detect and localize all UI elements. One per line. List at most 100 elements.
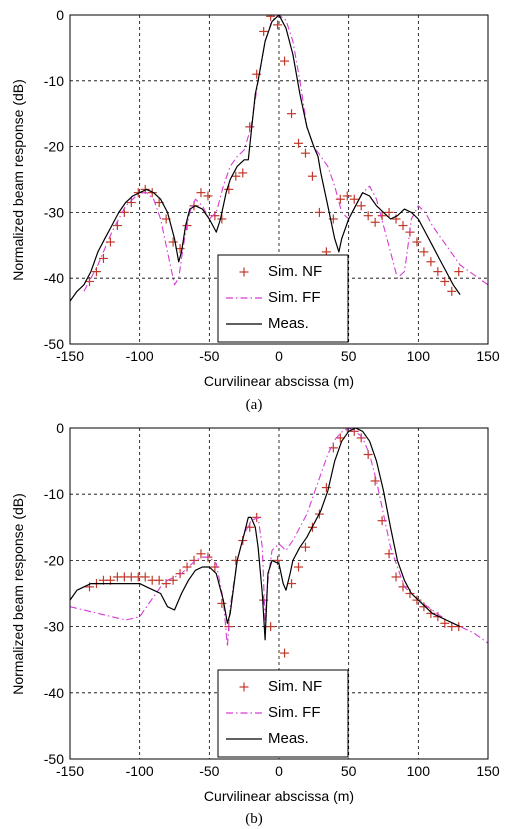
data-point-sim-nf xyxy=(426,608,436,618)
x-tick-label: 150 xyxy=(476,763,500,779)
tick-labels: -150 -100 -50 0 50 100 150-50-40-30-20-100 xyxy=(44,420,500,779)
data-point-sim-nf xyxy=(287,109,297,119)
data-point-sim-nf xyxy=(154,575,164,585)
data-point-sim-nf xyxy=(217,598,227,608)
caption-b: (b) xyxy=(245,811,263,827)
data-point-sim-nf xyxy=(384,549,394,559)
x-tick-label: -100 xyxy=(126,348,154,364)
y-tick-label: -30 xyxy=(44,619,64,635)
legend-marker-sim-nf xyxy=(239,267,249,277)
x-tick-label: -50 xyxy=(199,348,219,364)
data-point-sim-nf xyxy=(182,562,192,572)
data-point-sim-nf xyxy=(91,267,101,277)
series-line-sim-ff xyxy=(83,15,488,292)
legend-label-sim-nf: Sim. NF xyxy=(268,678,322,695)
data-point-sim-nf xyxy=(370,217,380,227)
panel-a: -150 -100 -50 0 50 100 150-50-40-30-20-100 Cur… xyxy=(10,7,500,413)
data-point-sim-nf xyxy=(273,20,283,30)
legend-box xyxy=(217,669,349,758)
x-tick-label: 50 xyxy=(341,763,357,779)
y-tick-label: 0 xyxy=(56,7,64,23)
data-point-sim-nf xyxy=(252,512,262,522)
data-point-sim-nf xyxy=(440,618,450,628)
y-tick-label: -10 xyxy=(44,486,64,502)
data-point-sim-nf xyxy=(280,648,290,658)
data-point-sim-nf xyxy=(426,257,436,267)
legend: Sim. NF Sim. FF Meas. xyxy=(217,669,349,758)
data-point-sim-nf xyxy=(189,201,199,211)
data-point-sim-nf xyxy=(210,562,220,572)
data-point-sim-nf xyxy=(398,221,408,231)
legend-marker-sim-nf xyxy=(239,682,249,692)
x-tick-label: -150 xyxy=(56,763,84,779)
legend-plus-marker xyxy=(239,682,249,692)
x-tick-label: -50 xyxy=(199,763,219,779)
legend-label-sim-ff: Sim. FF xyxy=(268,289,321,306)
data-point-sim-nf xyxy=(168,237,178,247)
data-point-sim-nf xyxy=(245,122,255,132)
x-tick-label: 100 xyxy=(407,348,431,364)
data-point-sim-nf xyxy=(349,194,359,204)
data-point-sim-nf xyxy=(238,168,248,178)
grid xyxy=(70,15,488,344)
grid xyxy=(70,428,488,759)
axes-frame xyxy=(69,14,489,345)
data-point-sim-nf xyxy=(196,549,206,559)
data-point-sim-nf xyxy=(398,582,408,592)
y-axis-label: Normalized beam response (dB) xyxy=(10,79,26,281)
data-point-sim-nf xyxy=(231,171,241,181)
data-point-sim-nf xyxy=(335,194,345,204)
data-point-sim-nf xyxy=(300,148,310,158)
data-point-sim-nf xyxy=(280,56,290,66)
data-point-sim-nf xyxy=(419,247,429,257)
series-line-meas xyxy=(70,15,461,302)
data-point-sim-nf xyxy=(196,188,206,198)
data-point-sim-nf xyxy=(342,191,352,201)
y-tick-label: -50 xyxy=(44,336,64,352)
data-point-sim-nf xyxy=(363,211,373,221)
data-point-sim-nf xyxy=(231,555,241,565)
legend-label-sim-ff: Sim. FF xyxy=(268,704,321,721)
data-point-sim-nf xyxy=(161,579,171,589)
data-point-sim-nf xyxy=(259,26,269,36)
y-axis-label: Normalized beam response (dB) xyxy=(10,493,26,695)
x-tick-label: 100 xyxy=(407,763,431,779)
data-point-sim-nf xyxy=(300,542,310,552)
legend: Sim. NF Sim. FF Meas. xyxy=(217,254,349,343)
series-sim-nf xyxy=(85,15,464,296)
data-point-sim-nf xyxy=(356,433,366,443)
data-point-sim-nf xyxy=(266,622,276,632)
data-point-sim-nf xyxy=(98,253,108,263)
legend-label-meas: Meas. xyxy=(268,730,309,747)
x-tick-label: -100 xyxy=(126,763,154,779)
data-point-sim-nf xyxy=(370,476,380,486)
data-point-sim-nf xyxy=(356,201,366,211)
data-point-sim-nf xyxy=(314,207,324,217)
y-tick-label: -10 xyxy=(44,73,64,89)
data-point-sim-nf xyxy=(433,267,443,277)
data-point-sim-nf xyxy=(454,267,464,277)
data-point-sim-nf xyxy=(140,572,150,582)
data-point-sim-nf xyxy=(287,579,297,589)
data-point-sim-nf xyxy=(224,184,234,194)
x-axis-label: Curvilinear abscissa (m) xyxy=(204,788,354,804)
data-point-sim-nf xyxy=(412,595,422,605)
x-tick-label: 50 xyxy=(341,348,357,364)
legend-plus-marker xyxy=(239,267,249,277)
data-point-sim-nf xyxy=(266,15,276,21)
data-point-sim-nf xyxy=(342,428,352,433)
axes-frame xyxy=(69,427,489,760)
data-point-sim-nf xyxy=(412,237,422,247)
x-tick-label: 0 xyxy=(275,348,283,364)
tick-labels: -150 -100 -50 0 50 100 150-50-40-30-20-100 xyxy=(44,7,500,364)
series-layer xyxy=(70,428,488,658)
y-tick-label: -20 xyxy=(44,139,64,155)
data-point-sim-nf xyxy=(217,214,227,224)
legend-label-meas: Meas. xyxy=(268,315,309,332)
x-tick-label: 150 xyxy=(476,348,500,364)
x-tick-label: 0 xyxy=(275,763,283,779)
caption-a: (a) xyxy=(246,397,263,413)
legend-box xyxy=(217,254,349,343)
data-point-sim-nf xyxy=(294,562,304,572)
